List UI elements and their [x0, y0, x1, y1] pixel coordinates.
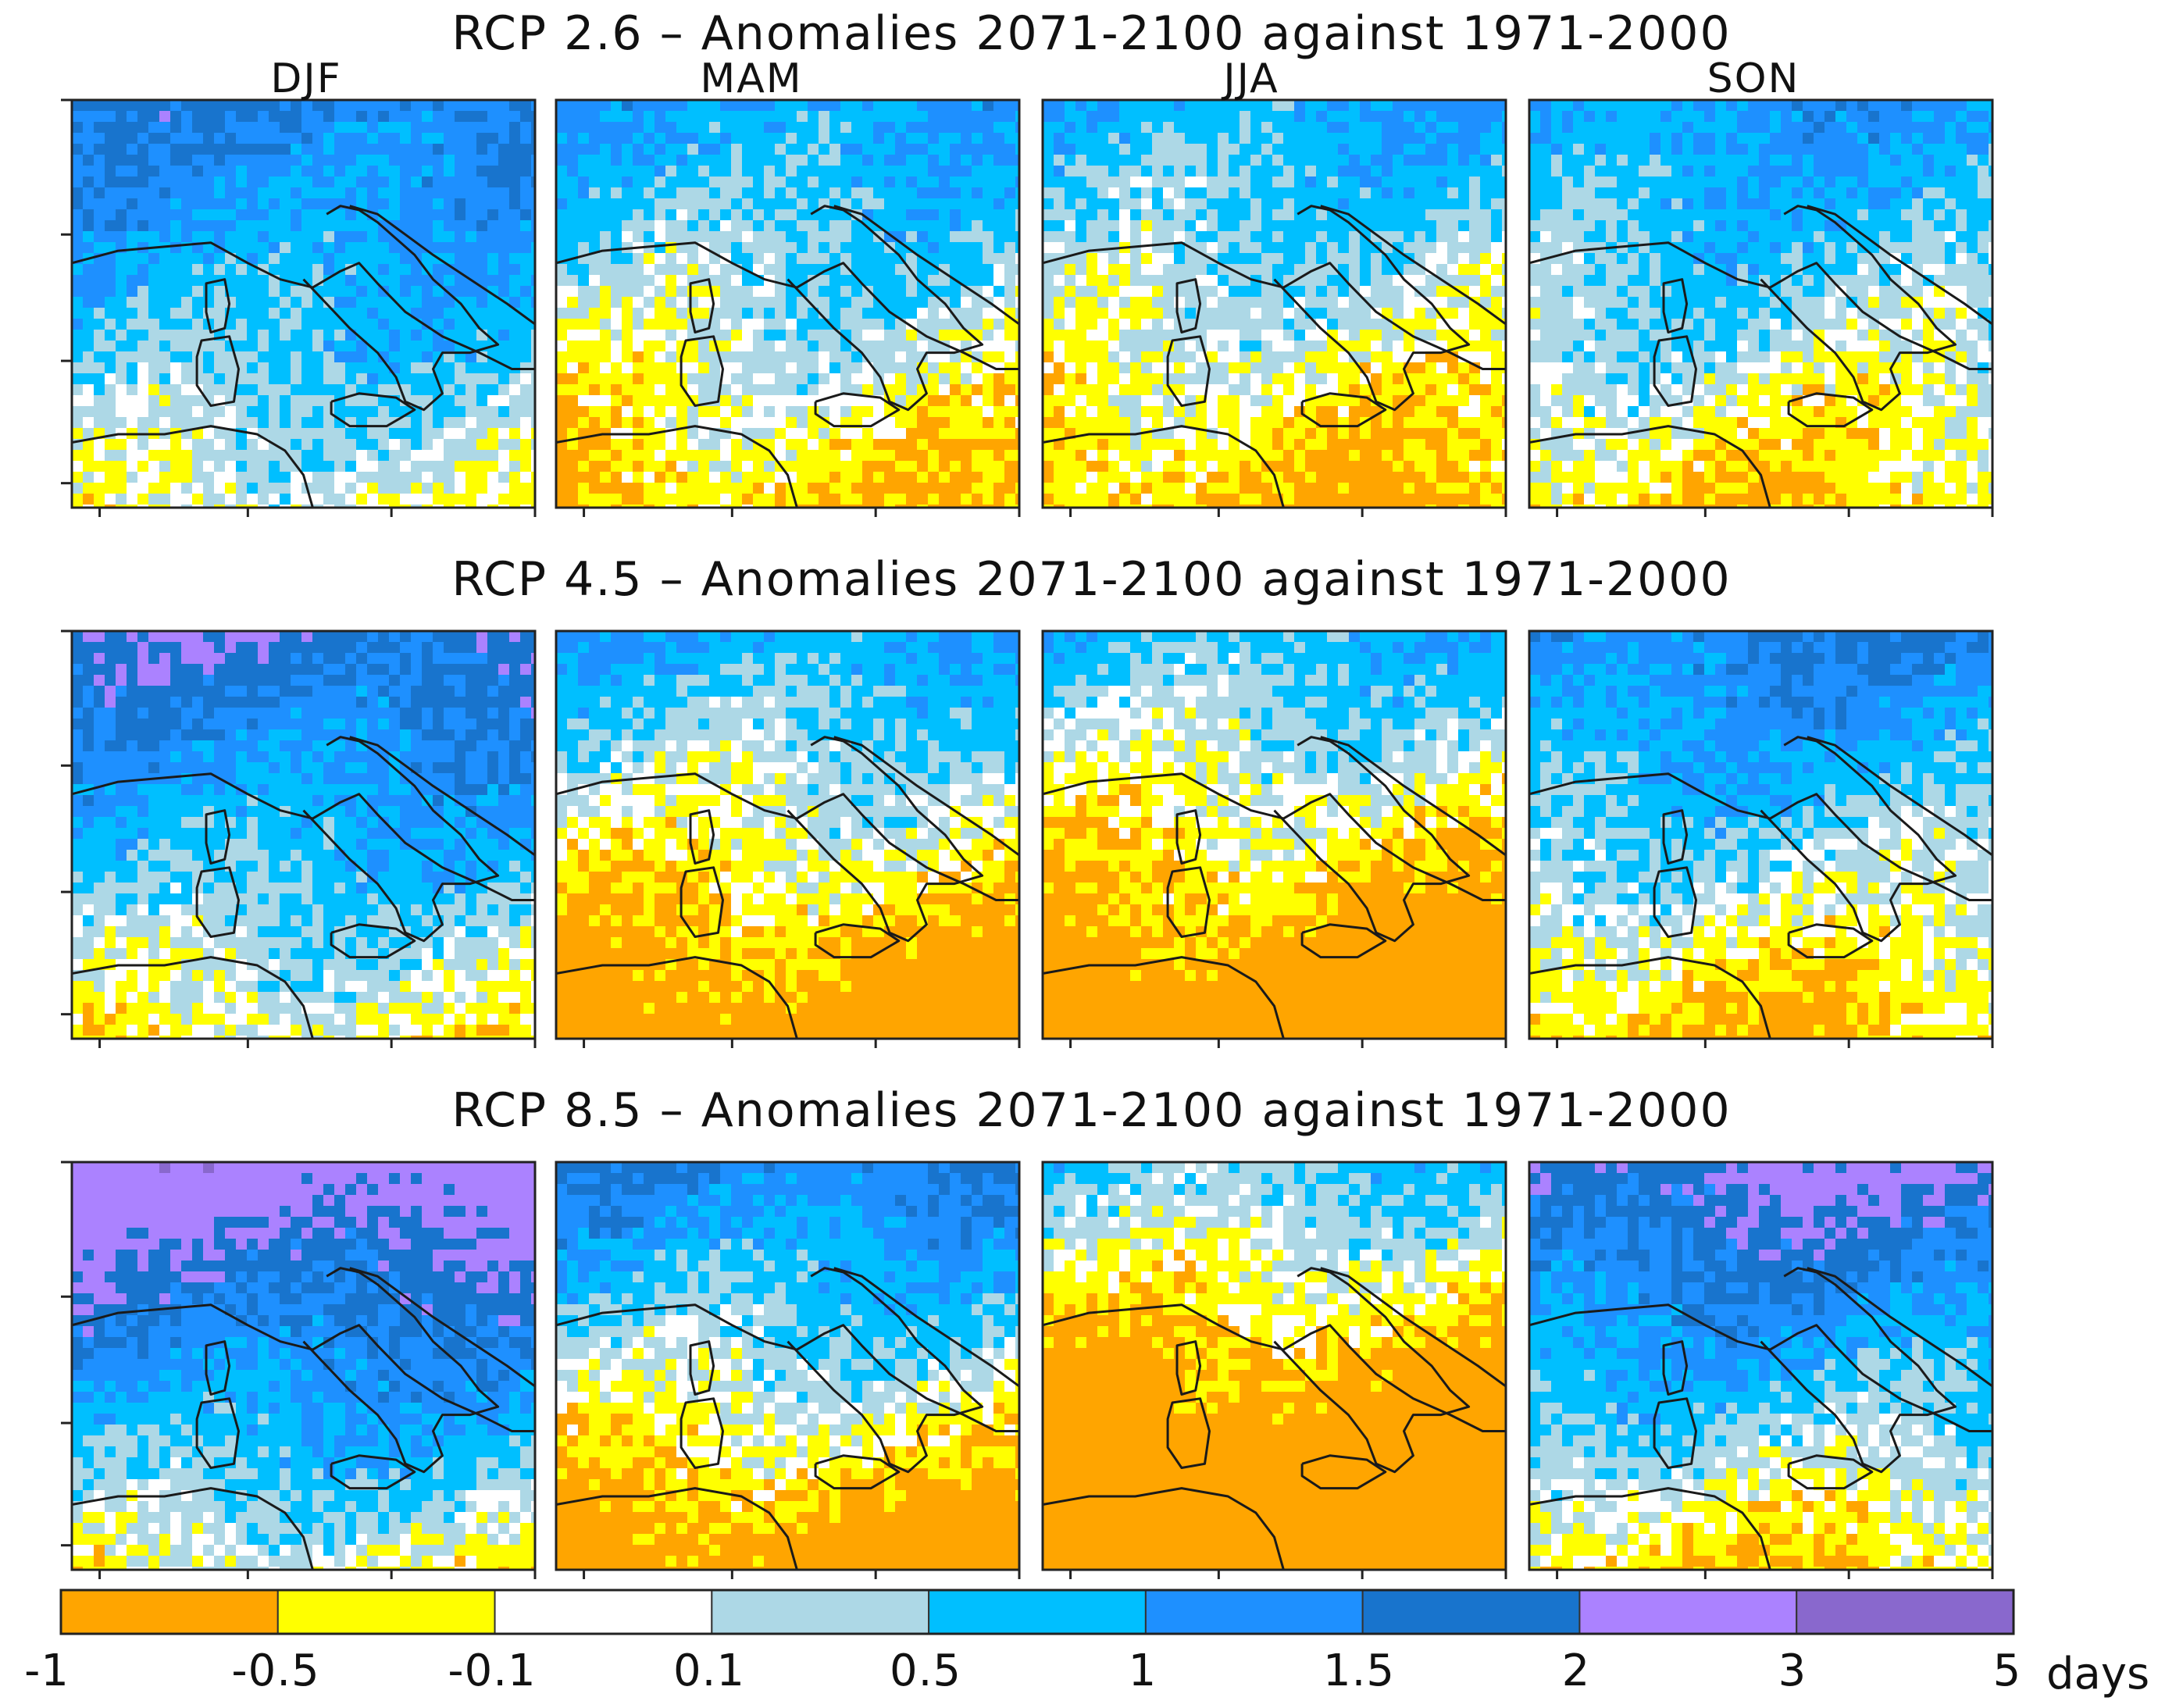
map-panel-rcp45-djf — [61, 629, 537, 1048]
colorbar-tick-label: -0.5 — [231, 1646, 320, 1696]
colorbar-tick-label: 1 — [1128, 1646, 1157, 1696]
season-label-djf: DJF — [270, 55, 342, 102]
colorbar-segment — [1578, 1589, 1798, 1635]
colorbar-segment — [276, 1589, 496, 1635]
colorbar-tick-label: -0.1 — [448, 1646, 537, 1696]
colorbar-tick-label: -1 — [24, 1646, 70, 1696]
panel-frame — [1041, 98, 1507, 509]
row-title-rcp85: RCP 8.5 – Anomalies 2071-2100 against 19… — [451, 1083, 1732, 1138]
colorbar-tick-label: 0.1 — [672, 1646, 746, 1696]
colorbar-segment — [711, 1589, 930, 1635]
panel-frame — [1528, 629, 1994, 1040]
map-panel-rcp85-djf — [61, 1161, 537, 1579]
map-panel-rcp26-mam — [555, 98, 1021, 517]
colorbar-tick-label: 1.5 — [1322, 1646, 1396, 1696]
colorbar-tick-label: 3 — [1778, 1646, 1807, 1696]
panel-frame — [70, 1161, 537, 1571]
panel-frame — [1041, 629, 1507, 1040]
colorbar-tick-label: 0.5 — [889, 1646, 962, 1696]
map-panel-rcp85-son — [1528, 1161, 1994, 1579]
panel-frame — [1528, 1161, 1994, 1571]
panel-frame — [555, 98, 1021, 509]
panel-frame — [70, 98, 537, 509]
panel-frame — [1528, 98, 1994, 509]
colorbar-segment — [1144, 1589, 1364, 1635]
colorbar-tick-label: 5 — [1992, 1646, 2022, 1696]
panel-frame — [555, 629, 1021, 1040]
colorbar — [59, 1589, 2015, 1635]
panel-frame — [1041, 1161, 1507, 1571]
colorbar-unit-label: days — [2046, 1649, 2150, 1699]
map-panel-rcp45-jja — [1041, 629, 1507, 1048]
row-title-rcp26: RCP 2.6 – Anomalies 2071-2100 against 19… — [451, 6, 1732, 61]
colorbar-tick-label: 2 — [1561, 1646, 1591, 1696]
map-panels — [61, 98, 1994, 1579]
map-panel-rcp85-mam — [555, 1161, 1021, 1579]
colorbar-segment — [928, 1589, 1147, 1635]
colorbar-segment — [1361, 1589, 1581, 1635]
panel-frame — [70, 629, 537, 1040]
panel-frame — [555, 1161, 1021, 1571]
colorbar-segment — [494, 1589, 713, 1635]
season-label-mam: MAM — [700, 55, 803, 102]
season-label-jja: JJA — [1223, 55, 1279, 102]
colorbar-segment — [1796, 1589, 2014, 1635]
map-panel-rcp26-jja — [1041, 98, 1507, 517]
colorbar-segment — [60, 1589, 279, 1635]
map-panel-rcp45-mam — [555, 629, 1021, 1048]
map-panel-rcp26-son — [1528, 98, 1994, 517]
row-title-rcp45: RCP 4.5 – Anomalies 2071-2100 against 19… — [451, 552, 1732, 607]
map-panel-rcp45-son — [1528, 629, 1994, 1048]
map-panel-rcp85-jja — [1041, 1161, 1507, 1579]
season-label-son: SON — [1707, 55, 1800, 102]
map-panel-rcp26-djf — [61, 98, 537, 517]
